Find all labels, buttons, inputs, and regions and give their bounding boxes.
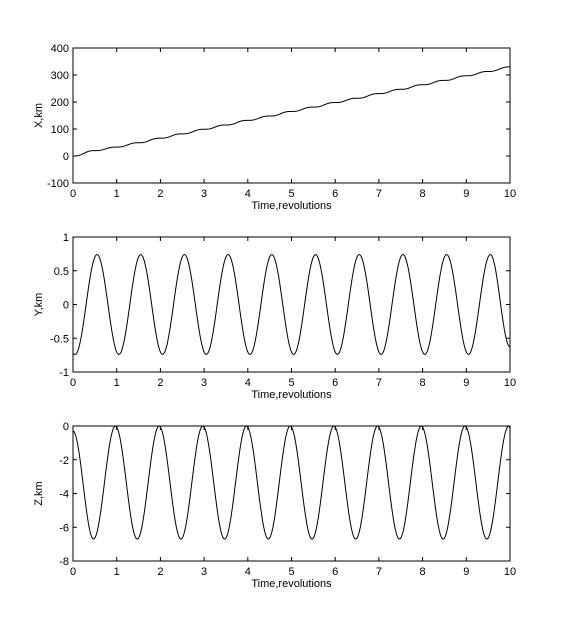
x-tick-label: 2: [157, 566, 163, 578]
x-tick-label: 0: [70, 566, 76, 578]
y-tick-label: -1: [59, 367, 69, 379]
x-tick-label: 5: [288, 377, 294, 389]
x-tick-label: 1: [114, 188, 120, 200]
y-tick-label: -2: [59, 455, 69, 467]
plot-area: [72, 236, 511, 373]
y-axis-label: X,km: [33, 103, 45, 128]
series-line: [73, 66, 510, 157]
x-tick-label: 1: [114, 377, 120, 389]
x-axis-label: Time,revolutions: [251, 389, 332, 401]
x-tick-label: 3: [201, 377, 207, 389]
x-tick-label: 3: [201, 566, 207, 578]
y-axis-label: Y,km: [33, 293, 45, 317]
x-tick-label: 4: [245, 566, 251, 578]
plot-area: [72, 47, 511, 184]
x-tick-label: 0: [70, 377, 76, 389]
x-tick-label: 5: [288, 188, 294, 200]
chart-panel-1: 0 1 2 3 4 5 6 7 8 9 10-1000100200300400Time,revolu…: [33, 43, 516, 212]
y-tick-label: 0: [63, 300, 69, 312]
x-tick-label: 10: [504, 377, 516, 389]
y-tick-label: 100: [51, 124, 69, 136]
x-tick-label: 8: [420, 377, 426, 389]
x-tick-label: 9: [463, 188, 469, 200]
x-tick-label: 7: [376, 566, 382, 578]
y-tick-label: -100: [47, 178, 69, 190]
y-tick-label: -0.5: [50, 333, 69, 345]
series-line: [72, 425, 511, 540]
series-line: [72, 253, 511, 356]
y-tick-label: 300: [51, 70, 69, 82]
x-tick-label: 8: [420, 566, 426, 578]
x-tick-label: 2: [157, 377, 163, 389]
x-axis-label: Time,revolutions: [251, 200, 332, 212]
chart-panel-3: 0 1 2 3 4 5 6 7 8 9 10 -8 -6 -4 -2 0 Time,revolutions Z,k…: [33, 421, 516, 590]
x-tick-label: 7: [376, 188, 382, 200]
y-tick-label: 1: [63, 232, 69, 244]
y-tick-label: -4: [59, 489, 69, 501]
x-tick-label: 4: [245, 188, 251, 200]
chart-panel-2: 0 1 2 3 4 5 6 7 8 9 10 -1 -0.5 0 0.5 1 Time,revolutions Y…: [33, 232, 516, 401]
x-tick-label: 4: [245, 377, 251, 389]
x-tick-label: 3: [201, 188, 207, 200]
x-tick-label: 6: [332, 377, 338, 389]
x-tick-label: 6: [332, 188, 338, 200]
y-tick-label: -6: [59, 522, 69, 534]
x-tick-label: 7: [376, 377, 382, 389]
y-tick-label: 0: [63, 421, 69, 433]
x-tick-label: 0: [70, 188, 76, 200]
x-tick-label: 2: [157, 188, 163, 200]
x-axis-label: Time,revolutions: [251, 578, 332, 590]
plot-area: [72, 425, 511, 562]
x-tick-label: 10: [504, 566, 516, 578]
x-tick-label: 5: [288, 566, 294, 578]
x-tick-label: 10: [504, 188, 516, 200]
y-tick-label: 400: [51, 43, 69, 55]
x-tick-label: 1: [114, 566, 120, 578]
x-tick-label: 6: [332, 566, 338, 578]
y-tick-label: -8: [59, 556, 69, 568]
y-tick-label: 0: [63, 151, 69, 163]
y-tick-label: 200: [51, 97, 69, 109]
y-axis-label: Z,km: [33, 481, 45, 505]
y-tick-label: 0.5: [54, 266, 69, 278]
x-tick-label: 8: [420, 188, 426, 200]
x-tick-label: 9: [463, 377, 469, 389]
x-tick-label: 9: [463, 566, 469, 578]
